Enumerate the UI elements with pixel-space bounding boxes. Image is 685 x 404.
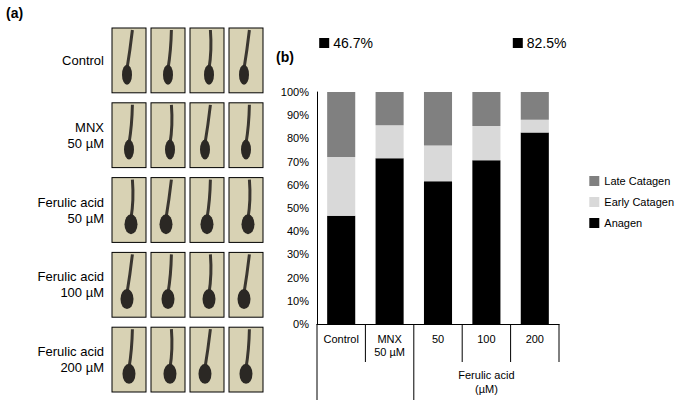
svg-text:100: 100: [477, 333, 495, 345]
svg-text:60%: 60%: [287, 179, 309, 191]
svg-text:50: 50: [432, 333, 444, 345]
svg-text:90%: 90%: [287, 109, 309, 121]
svg-text:70%: 70%: [287, 156, 309, 168]
svg-text:50 µM: 50 µM: [68, 136, 104, 151]
svg-text:200: 200: [526, 333, 544, 345]
svg-text:50%: 50%: [287, 202, 309, 214]
svg-text:MNX: MNX: [75, 120, 104, 135]
svg-text:50 µM: 50 µM: [374, 346, 405, 358]
svg-text:30%: 30%: [287, 248, 309, 260]
svg-text:Control: Control: [323, 333, 358, 345]
svg-text:Ferulic acid: Ferulic acid: [38, 195, 104, 210]
svg-text:200 µM: 200 µM: [60, 360, 104, 375]
svg-text:20%: 20%: [287, 272, 309, 284]
svg-text:Late Catagen: Late Catagen: [604, 175, 670, 187]
svg-text:82.5%: 82.5%: [527, 35, 567, 51]
svg-text:46.7%: 46.7%: [333, 35, 373, 51]
svg-text:80%: 80%: [287, 132, 309, 144]
svg-text:100 µM: 100 µM: [60, 285, 104, 300]
svg-text:Anagen: Anagen: [604, 217, 642, 229]
svg-text:10%: 10%: [287, 295, 309, 307]
svg-text:Early Catagen: Early Catagen: [604, 196, 674, 208]
svg-text:Ferulic acid: Ferulic acid: [38, 344, 104, 359]
svg-text:100%: 100%: [281, 86, 309, 98]
svg-text:Control: Control: [62, 53, 104, 68]
svg-text:0%: 0%: [293, 318, 309, 330]
svg-text:50 µM: 50 µM: [68, 211, 104, 226]
svg-text:Ferulic acid: Ferulic acid: [38, 269, 104, 284]
svg-text:MNX: MNX: [377, 333, 402, 345]
svg-text:(µM): (µM): [475, 383, 498, 395]
svg-text:(a): (a): [6, 5, 23, 21]
svg-text:(b): (b): [276, 49, 294, 65]
svg-text:40%: 40%: [287, 225, 309, 237]
svg-text:Ferulic acid: Ferulic acid: [458, 369, 514, 381]
